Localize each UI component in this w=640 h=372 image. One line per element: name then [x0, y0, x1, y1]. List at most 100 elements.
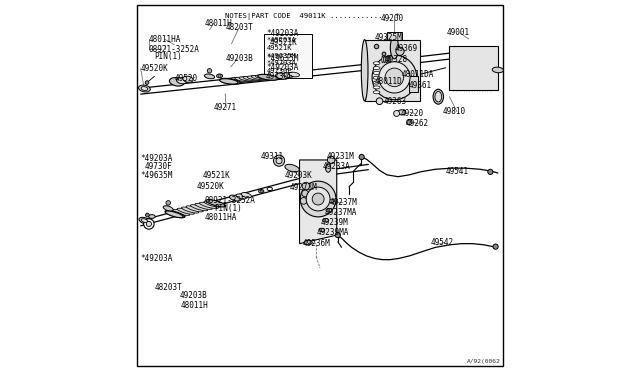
Circle shape	[376, 98, 383, 105]
Ellipse shape	[381, 56, 383, 63]
Bar	[408, 76, 418, 92]
Ellipse shape	[182, 207, 199, 213]
Text: 49361: 49361	[408, 81, 431, 90]
Text: 49239M: 49239M	[321, 218, 349, 227]
Ellipse shape	[304, 240, 312, 245]
Text: 49325M: 49325M	[375, 33, 403, 42]
Ellipse shape	[165, 211, 185, 218]
Ellipse shape	[289, 72, 300, 77]
Ellipse shape	[173, 209, 190, 215]
Ellipse shape	[362, 40, 368, 101]
Ellipse shape	[177, 208, 195, 214]
Ellipse shape	[373, 76, 380, 79]
Circle shape	[302, 182, 310, 190]
Text: PIN(1): PIN(1)	[214, 204, 242, 213]
Ellipse shape	[206, 200, 226, 207]
Text: 49220: 49220	[401, 109, 424, 118]
Ellipse shape	[255, 75, 273, 80]
Ellipse shape	[231, 78, 248, 82]
Text: 49262: 49262	[406, 119, 429, 128]
Circle shape	[260, 190, 262, 192]
Text: 49730F: 49730F	[266, 72, 294, 81]
Ellipse shape	[200, 202, 216, 208]
Ellipse shape	[259, 189, 264, 193]
Text: 49521K: 49521K	[270, 38, 298, 47]
Circle shape	[302, 190, 308, 197]
Circle shape	[359, 154, 364, 160]
Text: 49239MA: 49239MA	[317, 228, 349, 237]
Text: 48011HA: 48011HA	[149, 35, 181, 44]
Ellipse shape	[247, 76, 265, 80]
Circle shape	[145, 81, 149, 84]
Ellipse shape	[148, 215, 156, 218]
Ellipse shape	[227, 78, 244, 83]
Text: 49271: 49271	[214, 103, 237, 112]
Ellipse shape	[204, 74, 214, 79]
Text: 49520K: 49520K	[196, 182, 224, 191]
Text: *49635M: *49635M	[266, 54, 298, 63]
Ellipse shape	[141, 219, 148, 222]
Ellipse shape	[235, 77, 253, 82]
Circle shape	[335, 232, 340, 238]
Text: *49203A: *49203A	[266, 37, 296, 43]
Ellipse shape	[283, 73, 294, 77]
Ellipse shape	[323, 219, 328, 222]
Text: PIN(1): PIN(1)	[154, 52, 182, 61]
Ellipse shape	[373, 91, 380, 94]
Ellipse shape	[373, 71, 380, 74]
Ellipse shape	[163, 206, 173, 211]
Bar	[387, 32, 402, 40]
Text: 49231M: 49231M	[326, 153, 355, 161]
Ellipse shape	[328, 199, 334, 202]
Circle shape	[300, 198, 307, 204]
Circle shape	[300, 181, 336, 217]
Circle shape	[493, 244, 498, 249]
Ellipse shape	[252, 76, 269, 80]
Ellipse shape	[433, 89, 444, 104]
Ellipse shape	[236, 194, 246, 199]
Ellipse shape	[170, 78, 184, 86]
Circle shape	[374, 44, 379, 49]
Text: 49236M: 49236M	[302, 239, 330, 248]
Ellipse shape	[397, 110, 406, 115]
Ellipse shape	[267, 187, 273, 190]
Ellipse shape	[285, 164, 300, 172]
Ellipse shape	[204, 201, 221, 207]
Ellipse shape	[258, 74, 278, 80]
Ellipse shape	[138, 85, 150, 92]
Text: *49203A: *49203A	[266, 63, 298, 72]
Ellipse shape	[326, 208, 332, 212]
Text: 49001: 49001	[447, 28, 470, 37]
Ellipse shape	[389, 56, 390, 63]
Circle shape	[406, 119, 412, 125]
Ellipse shape	[183, 76, 193, 82]
Ellipse shape	[385, 56, 387, 63]
Ellipse shape	[492, 67, 504, 73]
Text: NOTES|PART CODE  49011K .............. *: NOTES|PART CODE 49011K .............. *	[225, 13, 400, 20]
Polygon shape	[300, 160, 337, 244]
Ellipse shape	[383, 56, 385, 63]
Text: *49203A: *49203A	[141, 154, 173, 163]
Text: 49203K: 49203K	[285, 171, 312, 180]
Ellipse shape	[387, 56, 389, 63]
Text: 48203T: 48203T	[225, 23, 253, 32]
Text: 48203T: 48203T	[154, 283, 182, 292]
Ellipse shape	[139, 217, 150, 224]
Text: 49520K: 49520K	[141, 64, 168, 73]
Circle shape	[207, 68, 212, 73]
Circle shape	[143, 219, 154, 229]
Text: 49200: 49200	[380, 14, 403, 23]
Ellipse shape	[177, 78, 187, 84]
Text: 49203B: 49203B	[179, 291, 207, 300]
Text: 49263: 49263	[384, 97, 407, 106]
Ellipse shape	[165, 211, 183, 218]
Text: 49369: 49369	[394, 44, 417, 53]
Text: 49237MA: 49237MA	[324, 208, 357, 217]
Text: 49810: 49810	[443, 107, 466, 116]
Text: 08921-3252A: 08921-3252A	[149, 45, 200, 54]
Text: 49273M: 49273M	[289, 183, 317, 192]
Text: 08921-3252A: 08921-3252A	[205, 196, 255, 205]
Ellipse shape	[168, 211, 186, 217]
Ellipse shape	[229, 195, 241, 201]
Text: 48011H: 48011H	[205, 19, 232, 28]
